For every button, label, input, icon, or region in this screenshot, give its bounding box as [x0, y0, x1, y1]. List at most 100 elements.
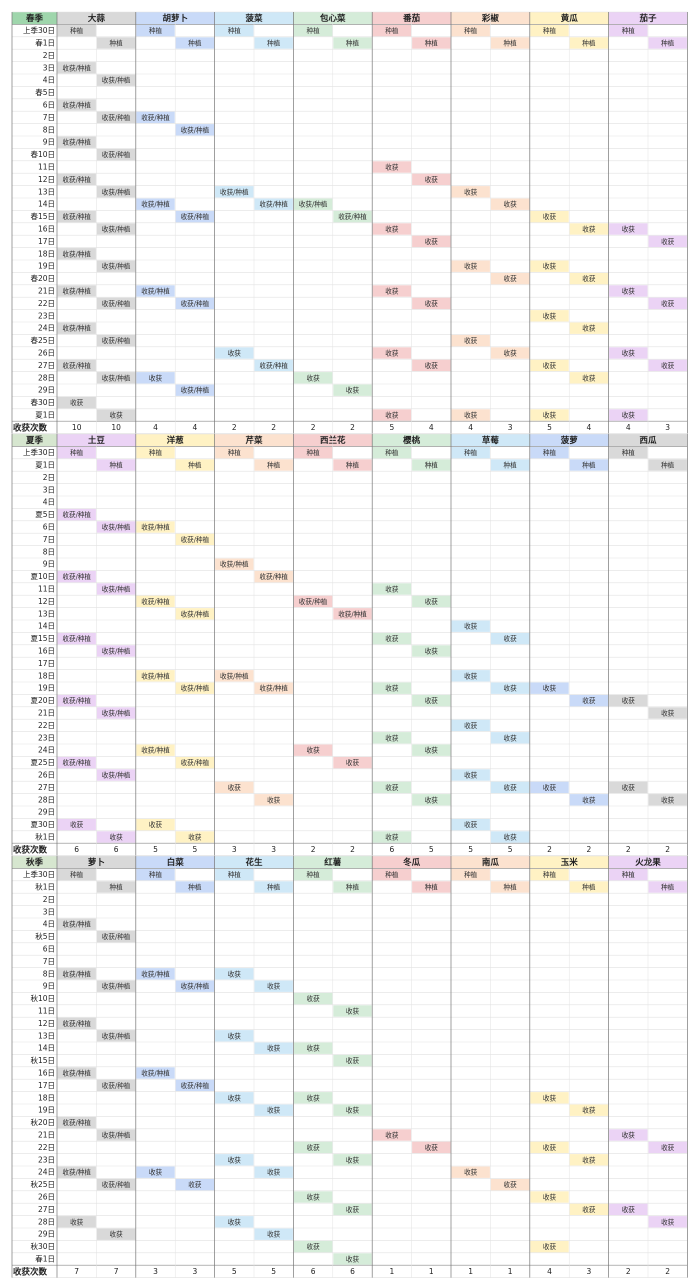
task-text: 种植 [464, 26, 478, 35]
task-cell [648, 707, 687, 719]
day-label: 28日 [38, 1217, 55, 1226]
task-text: 收获 [267, 982, 281, 991]
task-cell [136, 818, 175, 831]
task-cell [215, 446, 254, 459]
task-cell [530, 1240, 569, 1253]
task-text: 收获/种植 [62, 920, 91, 929]
task-cell [293, 198, 333, 210]
harvest-count: 3 [271, 845, 276, 854]
day-label: 27日 [38, 783, 55, 792]
task-cell [530, 260, 569, 272]
task-text: 种植 [307, 26, 321, 35]
task-cell [293, 24, 333, 37]
task-text: 种植 [661, 461, 675, 470]
task-text: 种植 [582, 39, 596, 48]
task-cell [136, 1166, 175, 1178]
task-text: 收获/种植 [338, 212, 367, 221]
task-text: 收获 [267, 1106, 281, 1115]
task-text: 种植 [504, 883, 518, 892]
day-label: 23日 [38, 1155, 55, 1164]
task-cell [609, 1129, 648, 1141]
day-label: 18日 [38, 671, 55, 680]
task-text: 收获 [425, 299, 439, 308]
harvest-count: 2 [350, 423, 355, 432]
task-cell [254, 1042, 293, 1054]
task-cell [333, 384, 372, 396]
task-cell [136, 744, 175, 756]
task-text: 收获/种植 [181, 609, 210, 618]
day-label: 16日 [38, 225, 55, 234]
task-text: 收获 [582, 1205, 596, 1214]
day-label: 14日 [38, 1044, 55, 1053]
day-label: 28日 [38, 795, 55, 804]
task-cell [293, 1092, 333, 1104]
task-text: 收获 [385, 783, 399, 792]
task-cell [57, 1116, 96, 1129]
task-text: 收获 [582, 795, 596, 804]
day-label: 12日 [38, 1019, 55, 1028]
day-label: 6日 [43, 523, 55, 532]
task-text: 收获 [228, 1093, 242, 1102]
task-cell [412, 744, 451, 756]
harvest-count: 5 [390, 423, 395, 432]
task-text: 收获 [346, 1155, 360, 1164]
task-text: 收获/种植 [102, 1131, 131, 1140]
task-cell [372, 781, 412, 794]
task-cell [96, 707, 136, 719]
task-cell [451, 446, 490, 459]
task-text: 收获 [504, 349, 518, 358]
day-label: 19日 [38, 262, 55, 271]
task-text: 收获/种植 [102, 1081, 131, 1090]
task-cell [215, 1154, 254, 1166]
day-label: 28日 [38, 373, 55, 382]
task-cell [569, 694, 609, 707]
task-text: 收获 [425, 175, 439, 184]
task-cell [648, 1141, 687, 1154]
harvest-count: 2 [547, 845, 552, 854]
harvest-count: 6 [74, 845, 79, 854]
task-cell [136, 446, 175, 459]
task-cell [490, 347, 530, 359]
task-cell [254, 198, 293, 210]
task-cell [57, 1216, 96, 1228]
task-text: 种植 [464, 870, 478, 879]
day-label: 24日 [38, 746, 55, 755]
task-cell [333, 1104, 372, 1116]
day-label: 9日 [43, 138, 55, 147]
harvest-count: 5 [468, 845, 473, 854]
task-cell [372, 632, 412, 645]
task-cell [215, 24, 254, 37]
day-label: 夏10日 [30, 572, 55, 581]
day-label: 夏1日 [35, 411, 55, 420]
harvest-count: 1 [390, 1267, 395, 1276]
task-cell [293, 372, 333, 384]
task-text: 种植 [188, 461, 202, 470]
task-cell [57, 570, 96, 583]
task-text: 收获/种植 [102, 225, 131, 234]
task-cell [451, 24, 490, 37]
day-label: 17日 [38, 237, 55, 246]
task-text: 收获 [504, 634, 518, 643]
task-text: 收获/种植 [259, 361, 288, 370]
day-label: 4日 [43, 920, 55, 929]
task-cell [254, 980, 293, 992]
task-cell [372, 347, 412, 359]
task-text: 收获 [622, 411, 636, 420]
task-cell [333, 1054, 372, 1067]
task-text: 收获 [504, 1180, 518, 1189]
task-text: 收获/种植 [102, 932, 131, 941]
day-label: 春25日 [30, 335, 55, 345]
harvest-count: 3 [587, 1267, 592, 1276]
day-label: 21日 [38, 1131, 55, 1140]
task-cell [215, 1030, 254, 1042]
day-label: 26日 [38, 771, 55, 780]
task-cell [136, 521, 175, 533]
task-text: 收获/种植 [62, 510, 91, 519]
task-text: 种植 [543, 26, 557, 35]
task-cell [57, 968, 96, 980]
day-label: 夏1日 [35, 461, 55, 470]
task-cell [215, 868, 254, 881]
task-text: 收获 [582, 373, 596, 382]
task-text: 收获 [307, 1044, 321, 1053]
